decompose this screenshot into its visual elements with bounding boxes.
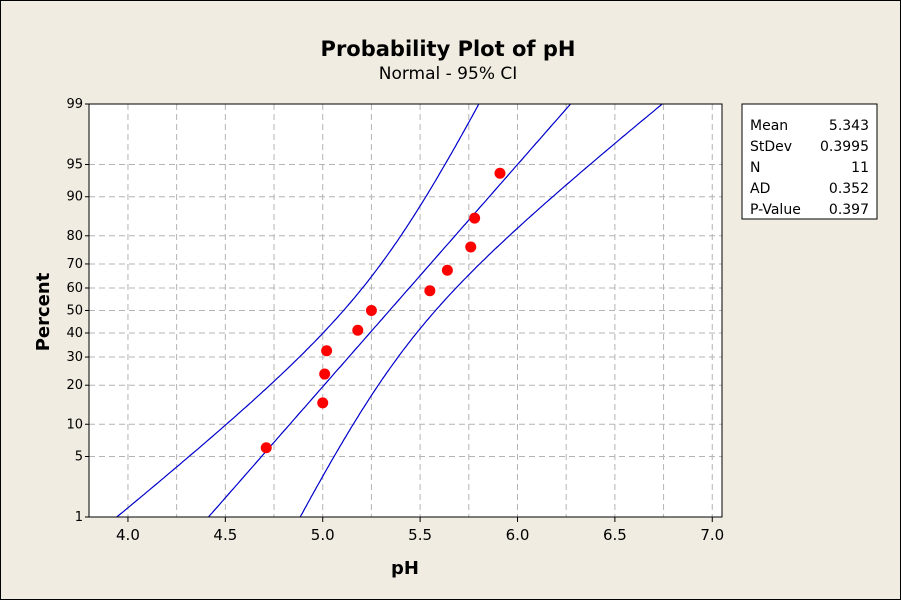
- y-tick-label: 80: [66, 229, 83, 244]
- y-tick-label: 30: [66, 350, 83, 365]
- y-axis-ticks: 1 5 10 20 30 40 50 60 70 80 90 95 99: [66, 97, 89, 525]
- stat-label: AD: [750, 181, 770, 197]
- y-tick-label: 60: [66, 281, 83, 296]
- data-point: [365, 305, 377, 316]
- data-point: [494, 167, 506, 179]
- ci-upper-band: [299, 103, 663, 518]
- y-tick-label: 70: [66, 257, 83, 272]
- data-point: [424, 285, 436, 297]
- x-tick-label: 5.5: [408, 526, 432, 544]
- stat-label: P-Value: [750, 202, 801, 218]
- stat-value: 11: [851, 160, 869, 176]
- stat-label: N: [750, 160, 760, 176]
- data-point: [260, 442, 272, 454]
- y-tick-label: 1: [75, 510, 83, 525]
- y-tick-label: 20: [66, 378, 83, 393]
- y-axis-label: Percent: [33, 272, 54, 351]
- x-tick-label: 6.5: [603, 526, 627, 544]
- y-tick-label: 5: [75, 450, 83, 465]
- chart-title: Probability Plot of pH: [321, 37, 576, 61]
- stat-label: Mean: [750, 118, 788, 134]
- y-tick-label: 50: [66, 304, 83, 319]
- stat-value: 0.352: [829, 181, 869, 197]
- y-tick-label: 40: [66, 326, 83, 341]
- x-tick-label: 7.0: [700, 526, 724, 544]
- stats-box: Mean 5.343 StDev 0.3995 N 11 AD 0.352 P-Value 0.3…: [741, 103, 878, 220]
- stat-value: 0.397: [829, 202, 869, 218]
- y-tick-label: 95: [66, 157, 83, 172]
- data-point: [321, 345, 333, 357]
- grid-lines: [89, 104, 722, 517]
- x-tick-label: 5.0: [311, 526, 335, 544]
- y-tick-label: 90: [66, 190, 83, 205]
- x-tick-label: 6.0: [506, 526, 530, 544]
- x-tick-label: 4.0: [116, 526, 140, 544]
- stat-label: StDev: [750, 139, 792, 155]
- data-point: [352, 324, 364, 336]
- stat-value: 0.3995: [820, 139, 869, 155]
- data-points: [260, 167, 506, 454]
- x-axis-ticks: 4.0 4.5 5.0 5.5 6.0 6.5 7.0: [116, 517, 724, 544]
- data-point: [317, 397, 329, 409]
- data-point: [469, 212, 481, 224]
- ci-lower-band: [116, 103, 480, 518]
- y-tick-label: 99: [66, 97, 83, 112]
- x-tick-label: 4.5: [213, 526, 237, 544]
- y-tick-label: 10: [66, 417, 83, 432]
- chart-subtitle: Normal - 95% CI: [379, 64, 518, 84]
- data-point: [465, 241, 477, 253]
- x-axis-label: pH: [391, 558, 419, 579]
- data-point: [441, 264, 453, 276]
- data-point: [319, 368, 331, 380]
- stat-value: 5.343: [829, 118, 869, 134]
